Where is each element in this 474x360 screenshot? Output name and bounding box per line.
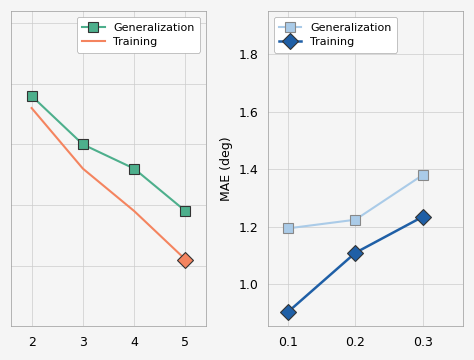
Training (285, 310, 291, 314)
Generalization (182, 209, 188, 213)
Training (353, 251, 358, 255)
Y-axis label: MAE (deg): MAE (deg) (220, 136, 233, 201)
Legend: Generalization, Training: Generalization, Training (273, 17, 397, 53)
Training (80, 166, 86, 171)
Training (131, 209, 137, 213)
Line: Generalization: Generalization (283, 170, 428, 233)
Training (182, 257, 188, 262)
Generalization (420, 173, 426, 177)
Line: Training: Training (283, 211, 428, 317)
Generalization (285, 226, 291, 230)
Generalization (131, 166, 137, 171)
Training (420, 215, 426, 219)
Training (29, 106, 35, 110)
Line: Generalization: Generalization (27, 91, 191, 216)
Line: Training: Training (32, 108, 185, 260)
Generalization (80, 142, 86, 147)
Generalization (29, 94, 35, 98)
Legend: Generalization, Training: Generalization, Training (77, 17, 201, 53)
Generalization (353, 217, 358, 222)
